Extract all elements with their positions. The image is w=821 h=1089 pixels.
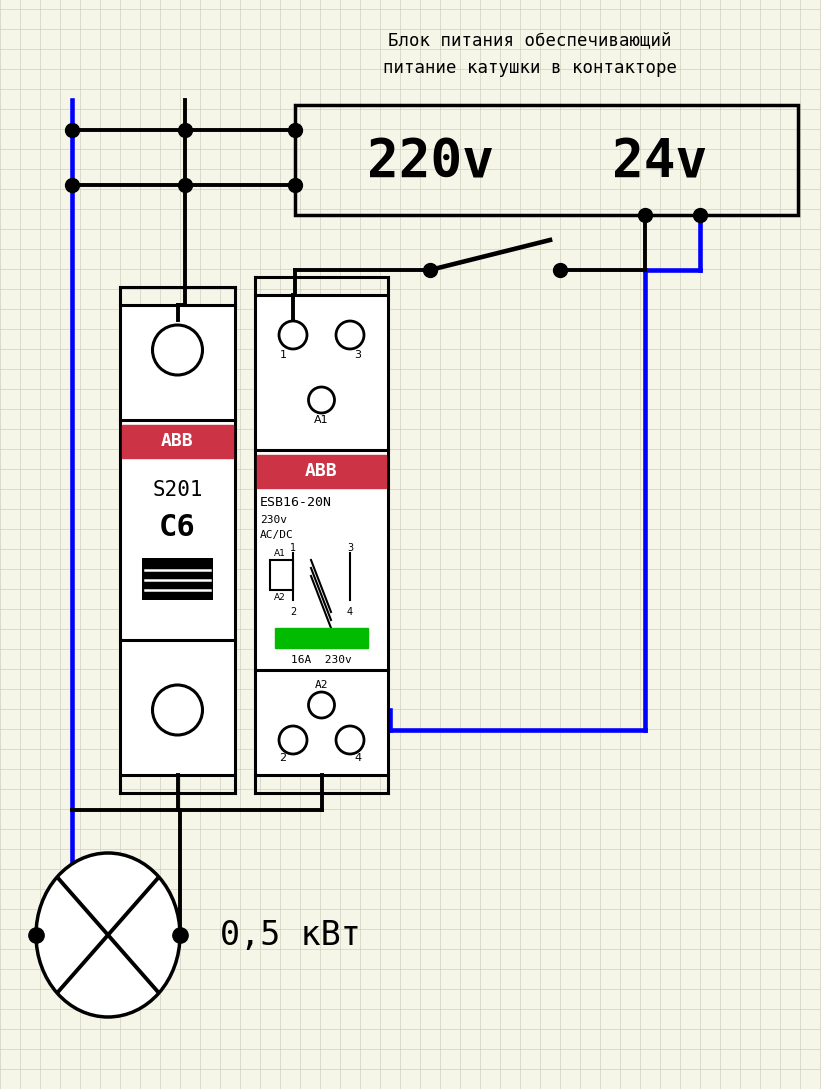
Text: 16A  230v: 16A 230v: [291, 654, 352, 665]
Text: 24v: 24v: [612, 136, 708, 188]
Circle shape: [279, 321, 307, 348]
Circle shape: [279, 726, 307, 754]
Polygon shape: [275, 628, 368, 648]
Polygon shape: [142, 558, 213, 600]
Polygon shape: [255, 295, 388, 775]
Text: AC/DC: AC/DC: [260, 530, 294, 540]
Circle shape: [153, 685, 203, 735]
Text: A2: A2: [274, 592, 286, 601]
Text: A1: A1: [274, 549, 286, 558]
Text: ESB16-20N: ESB16-20N: [260, 497, 332, 510]
Text: 0,5 кВт: 0,5 кВт: [220, 918, 361, 952]
Circle shape: [153, 325, 203, 375]
Text: 220v: 220v: [366, 136, 493, 188]
Text: 2: 2: [279, 752, 287, 763]
Circle shape: [336, 321, 364, 348]
Text: 4: 4: [355, 752, 361, 763]
Circle shape: [309, 692, 334, 718]
Text: 3: 3: [355, 350, 361, 360]
Text: 3: 3: [347, 543, 353, 553]
Circle shape: [336, 726, 364, 754]
Text: A1: A1: [314, 415, 329, 425]
Text: 230v: 230v: [260, 515, 287, 525]
Ellipse shape: [36, 853, 180, 1017]
Polygon shape: [120, 305, 235, 775]
Text: 1: 1: [290, 543, 296, 553]
Polygon shape: [257, 455, 386, 488]
Text: C6: C6: [159, 514, 196, 542]
Text: Блок питания обеспечивающий: Блок питания обеспечивающий: [388, 30, 672, 49]
Text: ABB: ABB: [161, 432, 194, 450]
Polygon shape: [122, 425, 233, 458]
Text: 4: 4: [347, 607, 353, 617]
Text: ABB: ABB: [305, 462, 337, 480]
Circle shape: [309, 387, 334, 413]
Text: S201: S201: [152, 480, 203, 500]
Text: A2: A2: [314, 680, 328, 690]
Text: 1: 1: [279, 350, 287, 360]
Text: 2: 2: [290, 607, 296, 617]
Text: питание катушки в контакторе: питание катушки в контакторе: [383, 59, 677, 77]
